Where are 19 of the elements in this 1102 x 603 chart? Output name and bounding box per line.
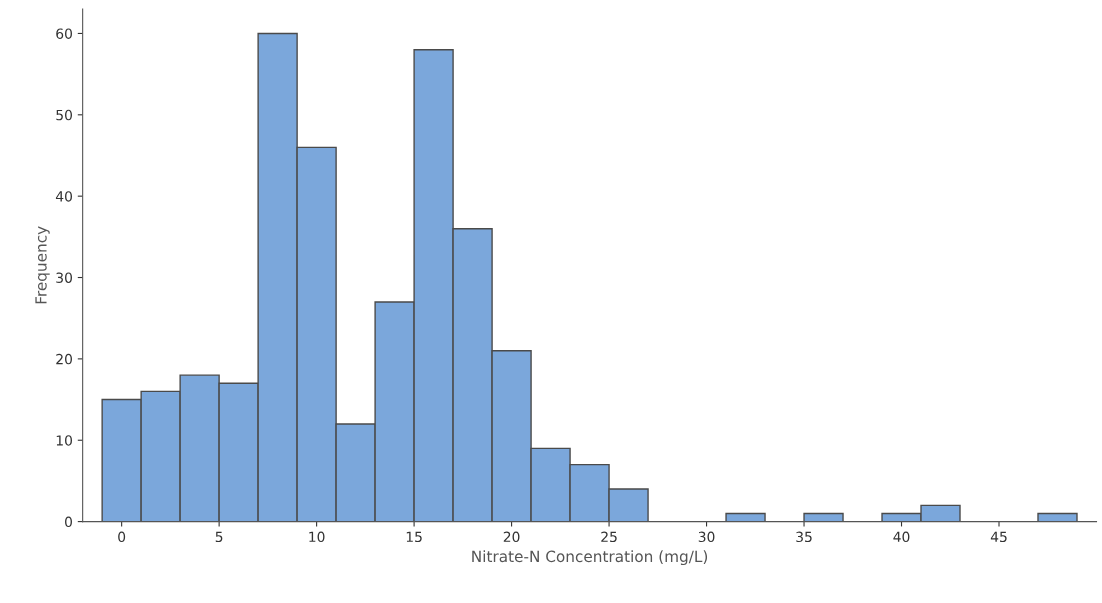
- y-tick-label: 10: [56, 435, 73, 446]
- y-tick-label: 50: [56, 109, 73, 121]
- x-tick-label: 0: [118, 531, 126, 543]
- y-tick-label: 30: [56, 272, 73, 283]
- y-tick-label: 20: [56, 353, 73, 365]
- x-tick-label: 40: [893, 531, 910, 543]
- x-tick-label: 15: [406, 531, 422, 543]
- x-tick-label: 20: [503, 531, 520, 543]
- y-tick-label: 0: [65, 516, 73, 528]
- x-axis-title: Nitrate-N Concentration (mg/L): [472, 550, 708, 566]
- y-axis-title: Frequency: [35, 226, 50, 304]
- x-tick-label: 30: [698, 531, 715, 543]
- x-tick-label: 35: [796, 531, 812, 543]
- x-tick-label: 25: [601, 531, 617, 543]
- x-tick-label: 5: [215, 531, 223, 543]
- x-tick-label: 45: [990, 531, 1007, 543]
- y-tick-label: 40: [55, 191, 73, 202]
- y-tick-label: 60: [56, 28, 73, 39]
- x-tick-label: 10: [309, 531, 325, 543]
